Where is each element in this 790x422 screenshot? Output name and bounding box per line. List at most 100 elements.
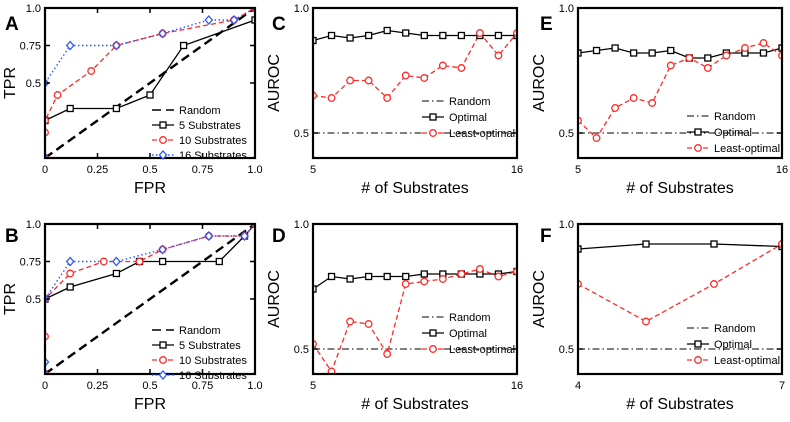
x-tick-label: 7 xyxy=(779,380,785,392)
legend: Random Optimal Least-optimal xyxy=(687,323,780,367)
legend-marker xyxy=(429,345,437,353)
panel-a: 0 0.25 0.5 0.75 1.0 0.5 0.75 1.0 FPR TPR A Random 5 … xyxy=(2,3,263,197)
data-point xyxy=(158,244,167,255)
data-point xyxy=(648,99,657,107)
x-tick-label: 16 xyxy=(776,164,788,176)
data-point xyxy=(229,15,239,25)
data-point xyxy=(215,257,223,266)
panel-label: A xyxy=(5,14,19,35)
data-point xyxy=(65,40,75,51)
data-point xyxy=(327,367,336,374)
data-point xyxy=(364,320,373,328)
panel-f: 4 7 0.5 1.0 # of Substrates AUROC F Random Optim… xyxy=(531,219,785,413)
y-axis-label: AUROC xyxy=(531,270,548,328)
y-tick-label: 1.0 xyxy=(294,219,309,231)
panel-label: E xyxy=(540,14,553,35)
data-point xyxy=(642,240,650,248)
x-axis-label: # of Substrates xyxy=(626,396,734,413)
data-point xyxy=(402,29,410,37)
x-axis-label: # of Substrates xyxy=(361,180,469,197)
legend-label: 16 Substrates xyxy=(179,150,247,162)
data-point xyxy=(648,49,656,57)
data-point xyxy=(112,269,121,278)
y-tick-label: 1.0 xyxy=(559,3,574,15)
x-tick-label: 4 xyxy=(575,380,581,392)
data-point xyxy=(327,94,336,102)
data-point xyxy=(383,350,392,358)
legend-label: Optimal xyxy=(714,339,752,351)
legend-marker xyxy=(159,356,167,364)
data-point xyxy=(666,61,675,70)
panel-b: 0 0.25 0.5 0.75 1.0 0.5 0.75 1.0 FPR TPR B Random 5 … xyxy=(2,219,263,413)
legend-marker xyxy=(158,150,168,160)
data-point xyxy=(592,46,601,55)
data-point xyxy=(710,240,718,248)
legend-label: Least-optimal xyxy=(449,344,515,356)
panel-label: F xyxy=(540,226,552,247)
x-tick-label: 0.5 xyxy=(142,164,157,176)
data-point xyxy=(740,44,749,52)
y-tick-label: 0.75 xyxy=(20,257,41,269)
data-point xyxy=(66,104,74,113)
data-point xyxy=(146,91,154,99)
y-tick-label: 0.5 xyxy=(294,344,309,356)
legend-marker xyxy=(694,340,702,348)
x-tick-label: 0.25 xyxy=(87,164,108,176)
legend-label: Optimal xyxy=(714,127,752,139)
data-point xyxy=(87,67,96,75)
data-point xyxy=(611,104,620,112)
data-point xyxy=(158,257,167,266)
series-line-optimal xyxy=(313,270,517,290)
legend-marker xyxy=(694,356,702,364)
legend-marker xyxy=(429,329,437,337)
series-line-5-substrates xyxy=(45,8,255,158)
panel-label: B xyxy=(5,226,19,247)
data-point xyxy=(420,270,428,278)
x-tick-label: 0.25 xyxy=(87,380,108,392)
data-point xyxy=(112,40,121,51)
y-axis-label: TPR xyxy=(2,283,19,315)
series-line-optimal xyxy=(578,243,782,250)
plot-area xyxy=(313,26,517,134)
y-tick-label: 1.0 xyxy=(26,219,41,231)
data-point xyxy=(420,74,429,82)
plot-area xyxy=(578,240,782,350)
legend-marker xyxy=(694,144,702,152)
series-line-least-optimal xyxy=(578,42,782,140)
legend: Random Optimal Least-optimal xyxy=(687,111,780,155)
legend-label: Random xyxy=(449,96,491,108)
data-point xyxy=(710,280,718,288)
axes-frame xyxy=(576,222,784,376)
y-axis-label: TPR xyxy=(2,67,19,99)
x-tick-label: 0.75 xyxy=(192,164,213,176)
y-tick-label: 0.5 xyxy=(26,294,41,306)
data-point xyxy=(53,91,62,99)
series-line-optimal xyxy=(578,47,782,59)
panel-c: 5 16 0.5 1.0 # of Substrates AUROC C Random Opti… xyxy=(266,3,523,197)
data-point xyxy=(383,94,392,102)
axes-frame xyxy=(576,6,784,160)
data-point xyxy=(685,54,694,62)
data-point xyxy=(778,44,782,52)
x-axis-label: # of Substrates xyxy=(361,396,469,413)
legend-label: Optimal xyxy=(449,112,487,124)
data-point xyxy=(251,16,255,24)
x-tick-label: 0 xyxy=(42,380,48,392)
data-point xyxy=(364,31,373,40)
legend-marker xyxy=(694,128,702,136)
panel-d: 5 16 0.5 1.0 # of Substrates AUROC D Random Opti… xyxy=(266,219,523,413)
data-point xyxy=(240,231,249,241)
legend: Random 5 Substrates 10 Substrates 16 Substr… xyxy=(152,105,247,162)
data-point xyxy=(179,41,188,50)
data-point xyxy=(439,31,447,40)
series-line-optimal xyxy=(313,29,517,42)
data-point xyxy=(759,49,768,57)
panel-label: D xyxy=(272,226,286,247)
legend-marker xyxy=(159,121,167,129)
data-point xyxy=(438,61,447,70)
x-tick-label: 0.5 xyxy=(142,380,157,392)
data-point xyxy=(759,39,768,47)
data-point xyxy=(592,134,601,142)
data-point xyxy=(112,104,121,113)
